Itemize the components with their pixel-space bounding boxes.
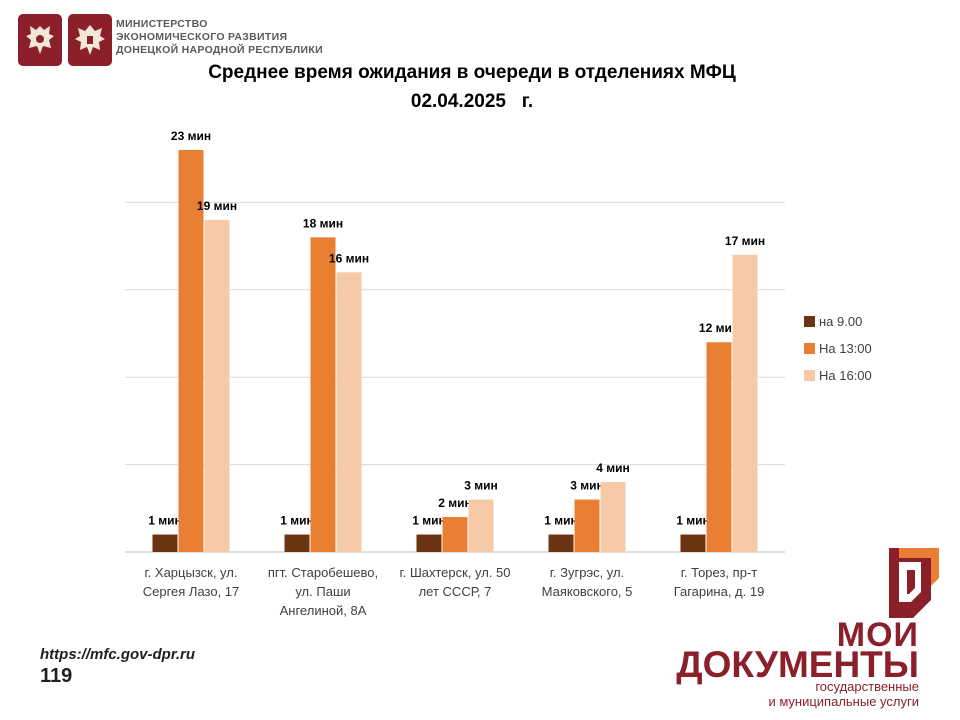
brand-tagline: государственные и муниципальные услуги: [768, 679, 919, 709]
ministry-line: ЭКОНОМИЧЕСКОГО РАЗВИТИЯ: [116, 31, 288, 43]
legend-label: На 16:00: [819, 368, 872, 383]
bar: [336, 272, 362, 552]
bar: [706, 342, 732, 552]
dpr-emblem-icon: [68, 14, 112, 66]
brand-name-line1: МОИ: [836, 616, 919, 654]
bar: [178, 149, 204, 552]
brand-tagline-line: государственные: [815, 679, 919, 694]
data-label: 16 мин: [329, 251, 369, 265]
legend-swatch: [804, 370, 815, 381]
legend-item: На 13:00: [804, 335, 872, 362]
data-label: 23 мин: [171, 129, 211, 143]
bar: [284, 534, 310, 552]
chart-title-date: 02.04.2025 г.: [410, 91, 534, 112]
category-label-line: Маяковского, 5: [541, 584, 633, 599]
bar: [574, 499, 600, 552]
bar: [680, 534, 706, 552]
legend-label: На 13:00: [819, 341, 872, 356]
category-label-line: Ангелиной, 8А: [279, 603, 367, 618]
data-label: 1 мин: [148, 514, 182, 528]
category-label-line: Гагарина, д. 19: [673, 584, 765, 599]
data-label: 12 мин: [699, 321, 739, 335]
moi-dokumenty-brand: МОИ ДОКУМЕНТЫ государственные и муниципа…: [676, 548, 945, 709]
data-label: 3 мин: [464, 479, 498, 493]
category-label: г. Зугрэс, ул. Маяковского, 5: [522, 563, 652, 601]
category-label-line: г. Шахтерск, ул. 50: [399, 565, 511, 580]
legend-label: на 9.00: [819, 314, 863, 329]
bar: [310, 237, 336, 553]
bar: [600, 482, 626, 552]
category-label-line: г. Харцызск, ул.: [144, 565, 238, 580]
bar: [732, 254, 758, 552]
category-label: пгт. Старобешево, ул. Паши Ангелиной, 8А: [258, 563, 388, 620]
data-label: 17 мин: [725, 234, 765, 248]
moi-dokumenty-logo-icon: [889, 548, 939, 618]
legend-item: на 9.00: [804, 308, 872, 335]
data-label: 18 мин: [303, 216, 343, 230]
bar: [152, 534, 178, 552]
data-label: 1 мин: [280, 514, 314, 528]
legend-swatch: [804, 343, 815, 354]
legend-swatch: [804, 316, 815, 327]
bar: [204, 219, 230, 552]
data-label: 4 мин: [596, 461, 630, 475]
category-label-line: Сергея Лазо, 17: [142, 584, 240, 599]
bar: [548, 534, 574, 552]
ministry-line: МИНИСТЕРСТВО: [116, 18, 208, 30]
data-label: 1 мин: [676, 514, 710, 528]
data-label: 19 мин: [197, 199, 237, 213]
bar: [442, 517, 468, 552]
category-label: г. Харцызск, ул. Сергея Лазо, 17: [126, 563, 256, 601]
category-label-line: г. Зугрэс, ул.: [549, 565, 625, 580]
page-number: 119: [40, 665, 73, 687]
ministry-line: ДОНЕЦКОЙ НАРОДНОЙ РЕСПУБЛИКИ: [116, 44, 323, 56]
brand-tagline-line: и муниципальные услуги: [768, 694, 919, 709]
data-label: 1 мин: [544, 514, 578, 528]
category-label-line: г. Торез, пр-т: [680, 565, 758, 580]
category-label-line: лет СССР, 7: [418, 584, 492, 599]
data-label: 3 мин: [570, 479, 604, 493]
chart-title-line: Среднее время ожидания в очереди в отдел…: [208, 62, 736, 83]
category-label: г. Шахтерск, ул. 50 лет СССР, 7: [390, 563, 520, 601]
chart-title: Среднее время ожидания в очереди в отдел…: [0, 58, 944, 116]
category-label-line: пгт. Старобешево,: [267, 565, 379, 580]
bar: [416, 534, 442, 552]
legend-item: На 16:00: [804, 362, 872, 389]
bar: [468, 499, 494, 552]
data-label: 2 мин: [438, 496, 472, 510]
ministry-header: МИНИСТЕРСТВО ЭКОНОМИЧЕСКОГО РАЗВИТИЯ ДОН…: [18, 14, 378, 68]
ministry-name: МИНИСТЕРСТВО ЭКОНОМИЧЕСКОГО РАЗВИТИЯ ДОН…: [116, 18, 323, 57]
brand-name-line2: ДОКУМЕНТЫ: [676, 644, 919, 685]
data-label: 1 мин: [412, 514, 446, 528]
russia-emblem-icon: [18, 14, 62, 66]
category-label-line: ул. Паши: [295, 584, 351, 599]
chart-legend: на 9.00 На 13:00 На 16:00: [804, 308, 872, 389]
category-label: г. Торез, пр-т Гагарина, д. 19: [654, 563, 784, 601]
footer-url[interactable]: https://mfc.gov-dpr.ru: [40, 646, 195, 663]
